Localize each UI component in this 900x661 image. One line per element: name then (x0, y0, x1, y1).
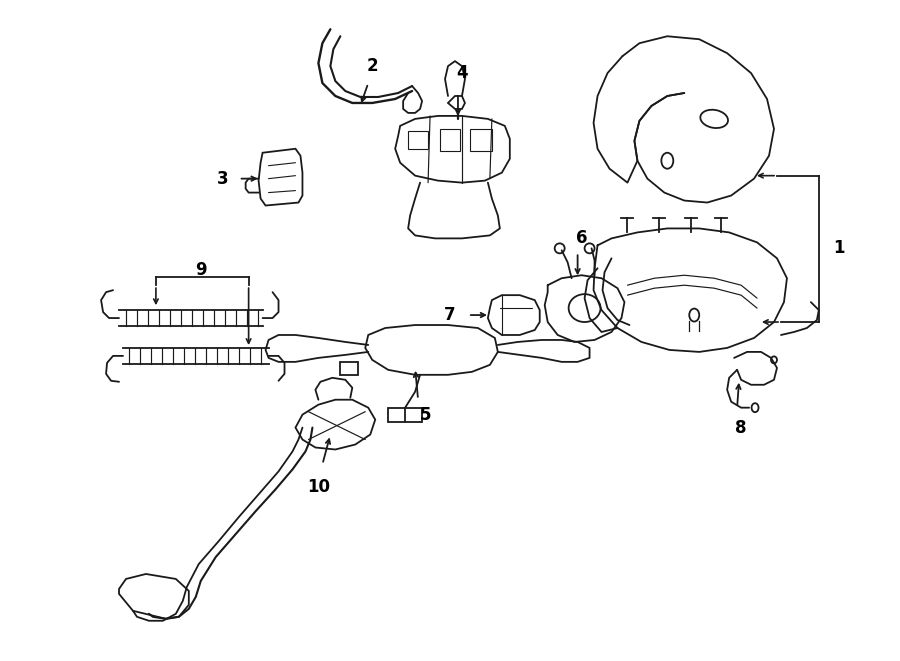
Text: 3: 3 (217, 170, 229, 188)
Text: 9: 9 (195, 261, 207, 279)
Text: 8: 8 (735, 418, 747, 436)
Text: 1: 1 (833, 239, 844, 257)
Text: 4: 4 (456, 64, 468, 82)
Text: 10: 10 (307, 479, 330, 496)
Text: 7: 7 (445, 306, 455, 324)
Text: 2: 2 (366, 57, 378, 75)
Text: 5: 5 (419, 406, 431, 424)
Text: 6: 6 (576, 229, 588, 247)
